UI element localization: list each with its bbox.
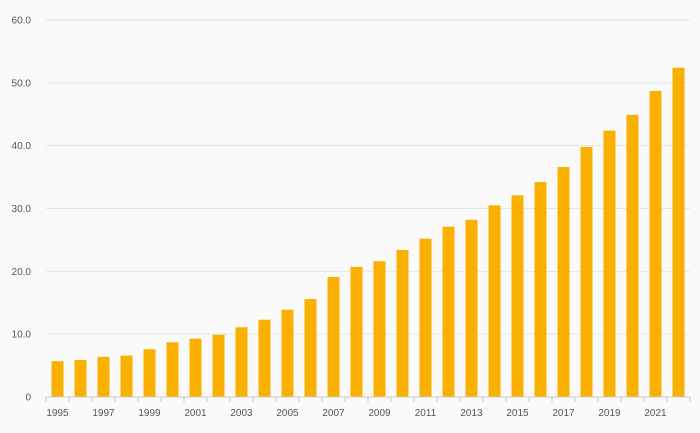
- bar-2011[interactable]: [419, 238, 432, 397]
- bar-2002[interactable]: [212, 334, 225, 397]
- x-tick-label: 1999: [138, 408, 161, 419]
- bar-2018[interactable]: [580, 146, 593, 397]
- x-tick-label: 2005: [276, 408, 299, 419]
- bar-2001[interactable]: [189, 338, 202, 397]
- bar-1996[interactable]: [74, 359, 87, 397]
- bar-2022[interactable]: [672, 67, 685, 398]
- bar-2015[interactable]: [511, 195, 524, 397]
- bar-2019[interactable]: [603, 130, 616, 397]
- x-tick-label: 2021: [644, 408, 667, 419]
- bar-2012[interactable]: [442, 226, 455, 397]
- bar-2007[interactable]: [327, 276, 340, 397]
- y-tick-label: 30.0: [12, 204, 32, 215]
- bar-2013[interactable]: [465, 219, 478, 397]
- bar-2017[interactable]: [557, 167, 570, 397]
- x-axis: 1995 1997 1999 2001 2003 2005 2007 2009 2011 2013…: [45, 396, 691, 419]
- x-tick-label: 2013: [460, 408, 483, 419]
- x-tick-label: 2003: [230, 408, 253, 419]
- gridlines: [46, 19, 690, 335]
- bar-2020[interactable]: [626, 114, 639, 398]
- bars: [51, 67, 685, 398]
- y-tick-label: 10.0: [12, 330, 32, 341]
- x-tick-label: 2015: [506, 408, 529, 419]
- y-tick-label: 60.0: [12, 16, 32, 27]
- y-axis-labels: 0 10.0 20.0 30.0 40.0 50.0 60.0: [12, 16, 32, 404]
- bar-2005[interactable]: [281, 309, 294, 397]
- bar-2006[interactable]: [304, 298, 317, 397]
- x-tick-label: 2009: [368, 408, 391, 419]
- y-tick-label: 20.0: [12, 267, 32, 278]
- x-tick-label: 2011: [415, 408, 437, 419]
- bar-2010[interactable]: [396, 249, 409, 397]
- bar-2014[interactable]: [488, 205, 501, 397]
- x-tick-label: 2007: [322, 408, 345, 419]
- bar-1997[interactable]: [97, 356, 110, 397]
- x-tick-label: 1995: [46, 408, 69, 419]
- bar-2016[interactable]: [534, 182, 547, 397]
- y-tick-label: 50.0: [12, 78, 32, 89]
- bar-1999[interactable]: [143, 349, 156, 397]
- x-tick-label: 1997: [92, 408, 115, 419]
- bar-2009[interactable]: [373, 261, 386, 397]
- bar-2008[interactable]: [350, 266, 363, 397]
- bar-2003[interactable]: [235, 327, 248, 397]
- y-tick-label: 40.0: [12, 141, 32, 152]
- bar-2000[interactable]: [166, 342, 179, 397]
- bar-1998[interactable]: [120, 355, 133, 397]
- bar-1995[interactable]: [51, 361, 64, 397]
- bar-2021[interactable]: [649, 91, 662, 398]
- bar-2004[interactable]: [258, 319, 271, 397]
- y-tick-label: 0: [25, 393, 31, 404]
- x-tick-label: 2017: [552, 408, 575, 419]
- x-tick-label: 2001: [184, 408, 207, 419]
- x-tick-label: 2019: [598, 408, 621, 419]
